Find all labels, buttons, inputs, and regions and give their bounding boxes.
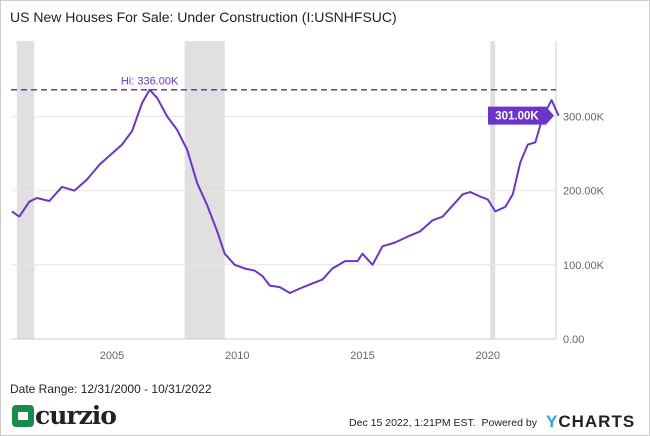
brand-y: Y xyxy=(546,412,559,431)
series-line xyxy=(11,88,560,294)
y-tick-label: 300.00K xyxy=(563,111,605,123)
logo-text: curzio xyxy=(35,401,117,430)
last-value-label: 301.00K xyxy=(495,111,539,123)
y-tick-label: 200.00K xyxy=(563,186,605,198)
line-chart: 0.00 100.00K 200.00K 300.00K 2005 2010 2015 202… xyxy=(11,41,605,362)
y-tick-label: 100.00K xyxy=(563,260,605,272)
x-tick-label: 2020 xyxy=(476,350,500,362)
last-value-badge xyxy=(488,106,554,125)
curzio-logo-mark xyxy=(12,405,34,427)
recession-band xyxy=(490,41,496,339)
x-tick-label: 2010 xyxy=(225,350,249,362)
footer-stamp: Dec 15 2022, 1:21PM EST. Powered by xyxy=(349,417,537,429)
recession-band xyxy=(184,41,225,339)
brand-rest: CHARTS xyxy=(558,412,636,431)
curzio-logo: curzio xyxy=(12,401,117,430)
recession-band xyxy=(16,41,35,339)
ycharts-logo[interactable]: YCHARTS xyxy=(546,412,635,432)
powered-by: Powered by xyxy=(481,417,537,429)
y-tick-label: 0.00 xyxy=(563,334,584,346)
date-range: Date Range: 12/31/2000 - 10/31/2022 xyxy=(10,382,212,396)
chart-title: US New Houses For Sale: Under Constructi… xyxy=(10,9,397,25)
high-label: Hi: 336.00K xyxy=(121,76,179,88)
x-tick-label: 2015 xyxy=(350,350,374,362)
timestamp: Dec 15 2022, 1:21PM EST. xyxy=(349,417,476,429)
x-tick-label: 2005 xyxy=(100,350,124,362)
